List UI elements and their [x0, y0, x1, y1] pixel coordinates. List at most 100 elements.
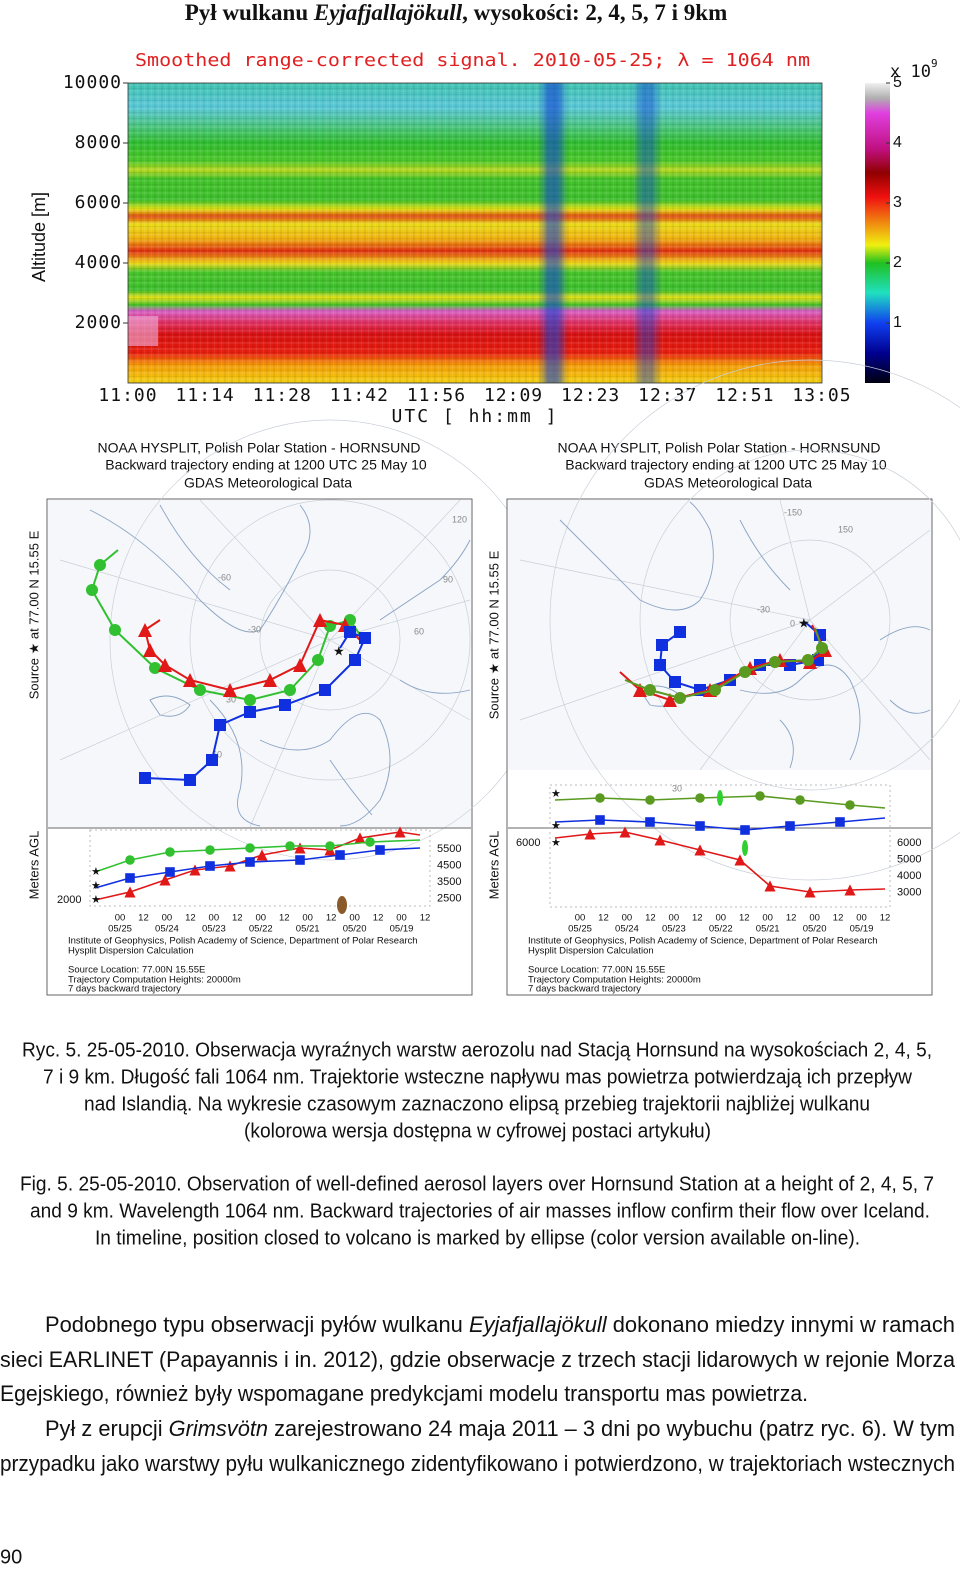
colorbar-tick-label: 1	[893, 314, 902, 331]
y-tick-label: 2000	[75, 312, 122, 333]
time-tick-label: 12	[326, 913, 337, 924]
x-tick-label: 11:56	[407, 385, 466, 406]
agl-tick-label: 4500	[437, 859, 461, 871]
colorbar-tick-label: 5	[893, 74, 902, 91]
source-star: ★	[91, 894, 101, 906]
heatmap-patch	[128, 316, 158, 346]
x-tick-label: 11:00	[98, 385, 157, 406]
plot-frame	[127, 82, 823, 384]
page-title: Pył wulkanu Eyjafjallajökull, wysokości:…	[185, 0, 728, 25]
time-tick-label: 00	[622, 913, 633, 924]
volcano-ellipse	[337, 896, 347, 914]
y-tick-label: 8000	[75, 132, 122, 153]
page-number: 90	[0, 1546, 22, 1568]
x-tick-label: 12:51	[715, 385, 774, 406]
side-label: Source ★ at 77.00 N 15.55 E	[26, 530, 41, 699]
map-label: -30	[757, 604, 770, 614]
panel-header: Backward trajectory ending at 1200 UTC 2…	[105, 457, 427, 473]
trajectory-line	[624, 627, 828, 704]
time-tick-label: 00	[762, 913, 773, 924]
caption-line: Fig. 5. 25-05-2010. Observation of well-…	[20, 1173, 934, 1195]
source-star: ★	[551, 837, 561, 849]
colorbar-tick-label: 2	[893, 254, 902, 271]
body-line: Egejskiego, również były wspomagane pred…	[0, 1381, 808, 1406]
agl-tick-label: 5000	[897, 853, 921, 865]
x-tick-label: 12:23	[561, 385, 620, 406]
panel-footer: Source Location: 77.00N 15.55E	[68, 965, 205, 976]
volcano-ellipse	[717, 790, 723, 806]
lidar-title: Smoothed range-corrected signal. 2010-05…	[135, 50, 810, 71]
agl-label: Meters AGL	[26, 831, 41, 900]
time-tick-label: 00	[809, 913, 820, 924]
agl-line	[554, 791, 886, 810]
panel-footer: Institute of Geophysics, Polish Academy …	[68, 936, 418, 947]
x-tick-label: 12:37	[638, 385, 697, 406]
date-tick-label: 05/21	[756, 924, 780, 935]
time-tick-label: 00	[396, 913, 407, 924]
panel-header: GDAS Meteorological Data	[184, 475, 352, 491]
map-label: 90	[443, 574, 453, 584]
agl-tick-label: 3500	[437, 876, 461, 888]
time-tick-label: 12	[880, 913, 891, 924]
source-star: ★	[551, 820, 561, 832]
x-tick-label: 11:42	[330, 385, 389, 406]
agl-right-labels: 6000 5000 4000 3000	[897, 837, 921, 899]
agl-tick-label: 2000	[57, 894, 81, 906]
time-tick-label: 00	[115, 913, 126, 924]
time-tick-label: 00	[162, 913, 173, 924]
date-tick-label: 05/20	[803, 924, 827, 935]
source-star: ★	[798, 615, 810, 630]
time-tick-label: 00	[715, 913, 726, 924]
date-tick-label: 05/22	[709, 924, 733, 935]
heatmap-band	[538, 83, 568, 383]
map-label: -150	[784, 507, 802, 517]
caption-line: In timeline, position closed to volcano …	[95, 1227, 860, 1249]
time-tick-label: 00	[302, 913, 313, 924]
time-tick-label: 12	[373, 913, 384, 924]
x-tick-label: 11:14	[176, 385, 235, 406]
date-tick-label: 05/21	[296, 924, 320, 935]
y-tick-label: 4000	[75, 252, 122, 273]
panel-header: NOAA HYSPLIT, Polish Polar Station - HOR…	[98, 440, 421, 456]
map-background	[508, 500, 931, 770]
map-label: 120	[452, 514, 467, 524]
trajectory-panel: NOAA HYSPLIT, Polish Polar Station - HOR…	[486, 359, 960, 996]
date-tick-label: 05/19	[390, 924, 414, 935]
time-tick-label: 00	[856, 913, 867, 924]
heatmap-texture	[128, 83, 822, 383]
time-tick-label: 12	[833, 913, 844, 924]
panel-header: NOAA HYSPLIT, Polish Polar Station - HOR…	[558, 440, 881, 456]
colorbar-tick-label: 3	[893, 194, 902, 211]
date-tick-label: 05/24	[155, 924, 179, 935]
agl-grid	[549, 784, 891, 908]
time-tick-label: 00	[255, 913, 266, 924]
map-label: 150	[838, 524, 853, 534]
time-tick-label: 12	[598, 913, 609, 924]
map-label: -30	[248, 624, 261, 634]
agl-time-labels: 00 12 00 12 00 12 00 12 00 12 00 12 00 12 05/25 05/24 05…	[108, 913, 430, 935]
source-star: ★	[333, 643, 345, 658]
map-label: -60	[218, 572, 231, 582]
agl-tick-label: 5500	[437, 843, 461, 855]
agl-line	[94, 845, 421, 889]
trajectory-panel: NOAA HYSPLIT, Polish Polar Station - HOR…	[26, 419, 551, 996]
date-tick-label: 05/24	[615, 924, 639, 935]
agl-right-labels: 5500 4500 3500 2500	[437, 843, 461, 905]
body-line: Pył z erupcji Grimsvötn zarejestrowano 2…	[45, 1416, 955, 1441]
panel-footer: Trajectory Computation Heights: 20000m	[528, 975, 701, 986]
caption-line: nad Islandią. Na wykresie czasowym zazna…	[84, 1093, 870, 1115]
time-tick-label: 12	[138, 913, 149, 924]
time-tick-label: 12	[420, 913, 431, 924]
volcano-ellipse	[742, 840, 748, 856]
body-line: przypadku jako warstwy pyłu wulkaniczneg…	[0, 1451, 955, 1476]
time-tick-label: 00	[209, 913, 220, 924]
y-axis-label: Altitude [m]	[29, 192, 49, 282]
time-tick-label: 12	[786, 913, 797, 924]
date-tick-label: 05/22	[249, 924, 273, 935]
time-tick-label: 00	[669, 913, 680, 924]
x-tick-label: 12:09	[484, 385, 543, 406]
agl-tick-label: 4000	[897, 870, 921, 882]
source-star: ★	[91, 880, 101, 892]
